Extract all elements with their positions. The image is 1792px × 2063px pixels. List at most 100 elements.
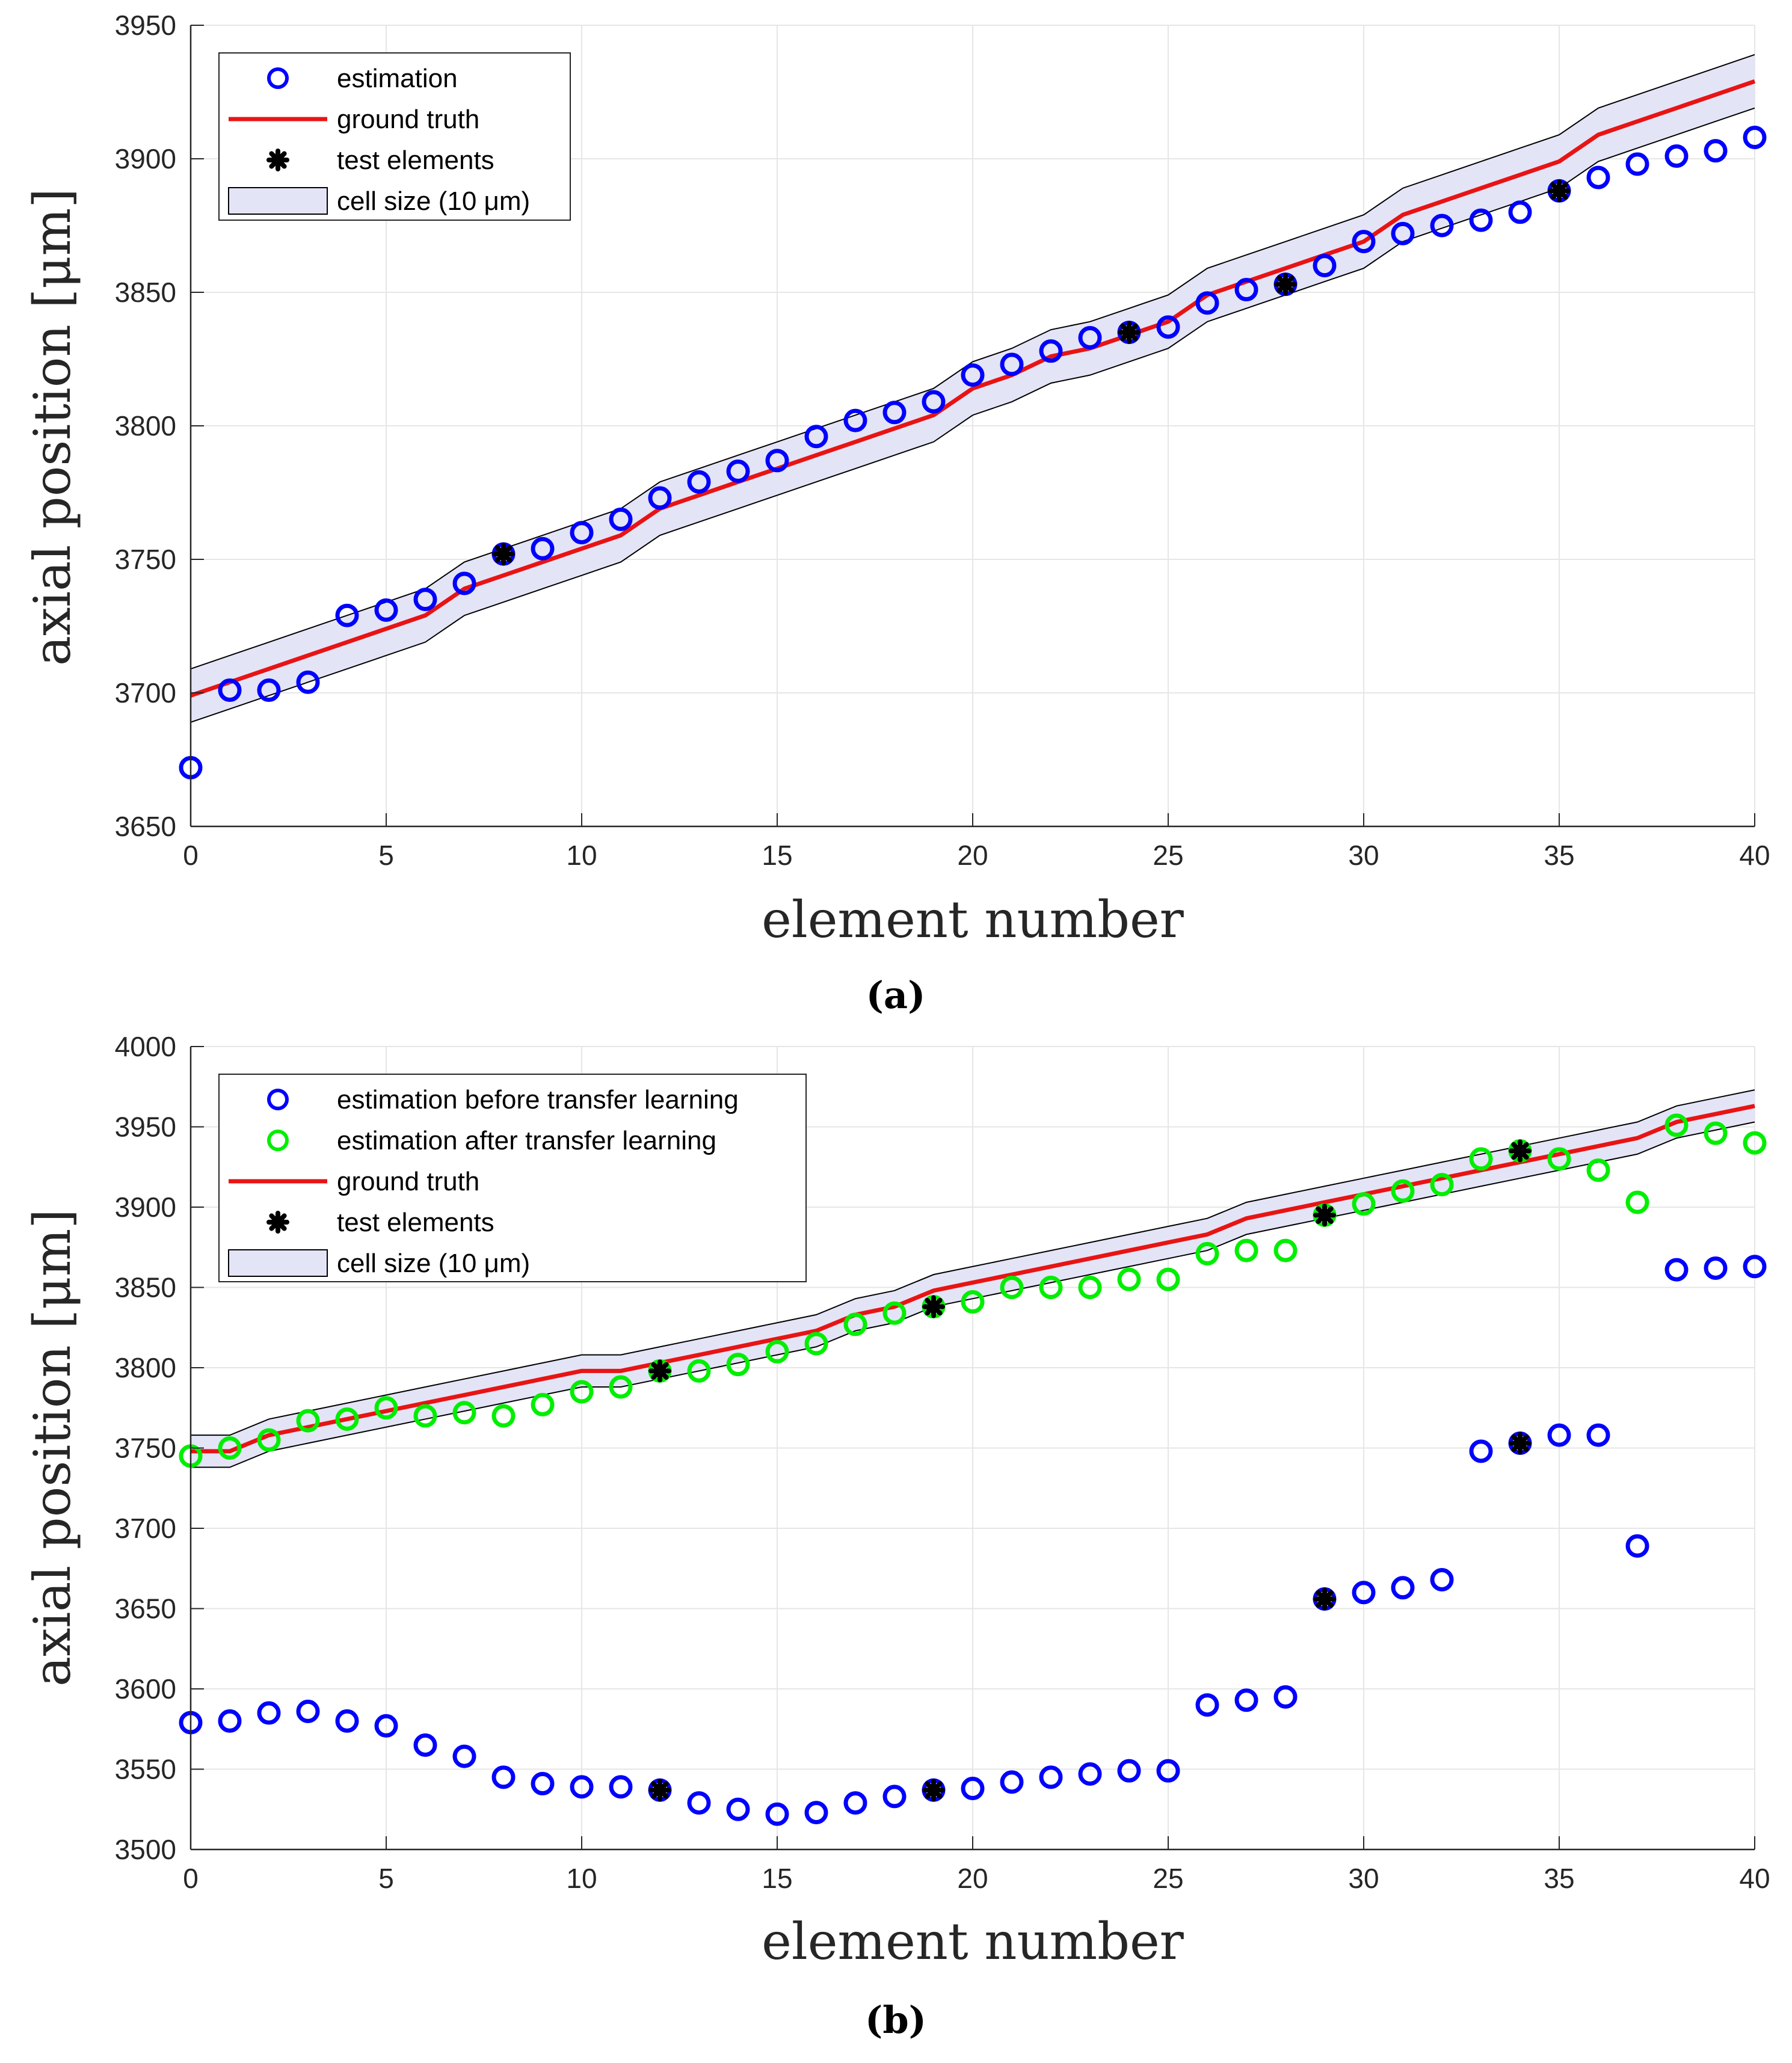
after-transfer-point <box>843 1312 867 1336</box>
legend-star-symbol <box>266 1211 289 1234</box>
estimation-point <box>1313 254 1337 278</box>
after-transfer-point <box>961 1290 985 1314</box>
estimation-point <box>1469 1439 1493 1463</box>
test-element-point <box>1313 1587 1336 1611</box>
estimation-point <box>687 470 711 494</box>
panel-a: 0 5 10 15 20 25 30 35 40 3650 3700 3750 3800 3850 3900… <box>23 10 1770 1017</box>
panel-b: 0 5 10 15 20 25 30 35 40 3500 3550 3600 3650 3700 3750… <box>23 1031 1770 2042</box>
y-tick-label: 3900 <box>115 1191 176 1223</box>
estimation-point <box>1039 1765 1063 1789</box>
estimation-point <box>1195 1693 1219 1717</box>
legend-after-transfer: estimation after transfer learning <box>267 1126 716 1155</box>
estimation-point <box>1000 352 1024 377</box>
x-tick-label: 35 <box>1544 840 1574 871</box>
estimation-point <box>1586 165 1610 189</box>
legend-cell-size: cell size (10 μm) <box>228 1249 530 1278</box>
after-transfer-point <box>1469 1147 1493 1171</box>
y-tick-label: 3550 <box>115 1754 176 1785</box>
x-tick-label: 5 <box>378 840 394 871</box>
estimation-point <box>609 1775 633 1799</box>
estimation-point <box>374 1714 398 1738</box>
legend-cell-size: cell size (10 μm) <box>228 186 530 216</box>
after-transfer-point <box>1625 1190 1649 1214</box>
after-transfer-point <box>1234 1238 1258 1262</box>
estimation-point <box>1039 339 1063 363</box>
x-tick-label: 0 <box>183 1863 199 1894</box>
legend-ground-truth: ground truth <box>229 105 479 134</box>
estimation-point <box>687 1791 711 1815</box>
cell-size-lower-edge <box>190 107 1755 723</box>
estimation-point <box>218 1709 242 1733</box>
legend-ground-truth: ground truth <box>229 1167 479 1196</box>
estimation-point <box>1625 1534 1649 1558</box>
estimation-point <box>257 678 281 703</box>
estimation-point <box>1625 152 1649 176</box>
estimation-point <box>413 588 437 612</box>
estimation-point <box>1391 1576 1415 1600</box>
y-tick-label: 3800 <box>115 410 176 441</box>
panel-a-axes <box>189 25 1755 828</box>
y-tick-label: 3650 <box>115 811 176 842</box>
after-transfer-point <box>1117 1267 1141 1291</box>
after-transfer-point <box>452 1401 476 1425</box>
y-tick-label: 3850 <box>115 277 176 308</box>
y-tick-label: 3750 <box>115 544 176 575</box>
test-element-point <box>1313 1204 1336 1227</box>
after-transfer-point <box>1078 1276 1102 1299</box>
estimation-point <box>765 1802 789 1826</box>
estimation-point <box>1586 1423 1610 1447</box>
panel-b-tick-labels: 0 5 10 15 20 25 30 35 40 3500 3550 3600 3650 3700 3750… <box>115 1031 1770 1894</box>
estimation-point <box>1078 325 1102 349</box>
panel-b-x-axis-label: element number <box>762 1912 1184 1971</box>
estimation-point <box>531 1772 555 1796</box>
y-tick-label: 3950 <box>115 10 176 41</box>
ground-truth-line <box>189 79 1756 698</box>
panel-a-caption: (a) <box>866 973 926 1017</box>
estimation-point <box>1195 291 1219 315</box>
estimation-point <box>1430 1567 1454 1591</box>
estimation-point <box>1704 139 1728 163</box>
estimation-point <box>843 1791 867 1815</box>
estimation-point <box>1352 230 1376 254</box>
x-tick-label: 15 <box>762 840 792 871</box>
estimation-point <box>335 1709 359 1733</box>
estimation-point <box>296 670 320 694</box>
legend-box <box>218 1074 807 1282</box>
estimation-point <box>1704 1256 1728 1280</box>
estimation-point <box>648 486 672 510</box>
cell-size-lower-edge <box>191 1121 1755 1468</box>
estimation-point <box>531 537 555 561</box>
estimation-point <box>1743 125 1767 149</box>
after-transfer-point <box>1704 1121 1728 1145</box>
y-tick-label: 4000 <box>115 1031 176 1062</box>
estimation-point <box>1664 1258 1689 1282</box>
after-transfer-point <box>882 1301 907 1325</box>
estimation-point <box>1469 208 1493 232</box>
after-transfer-point <box>335 1407 359 1431</box>
estimation-point <box>570 1775 594 1799</box>
x-tick-label: 0 <box>183 840 199 871</box>
estimation-point <box>804 1801 828 1825</box>
x-tick-label: 15 <box>762 1863 792 1894</box>
panel-a-x-axis-label: element number <box>762 890 1184 949</box>
legend-label: estimation after transfer learning <box>337 1126 716 1155</box>
estimation-point <box>1508 200 1532 224</box>
legend-label: ground truth <box>337 1167 479 1196</box>
after-transfer-point <box>1430 1173 1454 1197</box>
estimation-point <box>1156 1759 1180 1783</box>
y-tick-label: 3700 <box>115 1513 176 1544</box>
after-transfer-point <box>1743 1131 1767 1155</box>
after-transfer-point <box>413 1404 437 1428</box>
x-tick-label: 35 <box>1544 1863 1574 1894</box>
estimation-point <box>804 425 828 449</box>
y-tick-label: 3850 <box>115 1272 176 1303</box>
estimation-point <box>961 1777 985 1801</box>
legend-patch-symbol <box>228 187 328 215</box>
estimation-point <box>257 1701 281 1725</box>
panel-a-tick-labels: 0 5 10 15 20 25 30 35 40 3650 3700 3750 3800 3850 3900… <box>115 10 1770 871</box>
panel-a-ground-truth-line <box>189 79 1756 698</box>
legend-label: ground truth <box>337 105 479 134</box>
estimation-point <box>1000 1770 1024 1794</box>
legend-label: test elements <box>337 1208 494 1237</box>
panel-b-y-axis-label: axial position [μm] <box>23 1209 82 1686</box>
